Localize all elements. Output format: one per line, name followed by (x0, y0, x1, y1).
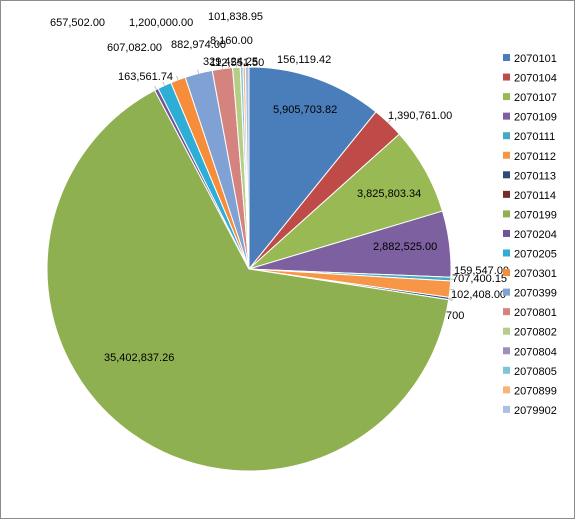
data-label-2070399: 1,200,000.00 (129, 17, 193, 29)
legend-swatch-2070204 (503, 230, 510, 237)
legend-label-2070114: 2070114 (514, 190, 556, 202)
data-label-2070107: 3,825,803.34 (357, 188, 421, 200)
legend-swatch-2070104 (503, 74, 510, 81)
data-label-2070114: 700 (446, 310, 464, 322)
legend-label-2070801: 2070801 (514, 307, 557, 319)
legend-label-2070104: 2070104 (514, 73, 557, 85)
legend-swatch-2070805 (503, 367, 510, 374)
leader-line-2070301 (177, 76, 178, 80)
legend-swatch-2070802 (503, 328, 510, 335)
legend-label-2070204: 2070204 (514, 229, 557, 241)
legend-label-2070802: 2070802 (514, 327, 557, 339)
legend-label-2070205: 2070205 (514, 249, 557, 261)
data-label-2070899: 101,838.95 (208, 11, 263, 23)
legend-label-2079902: 2079902 (514, 405, 557, 417)
legend-swatch-2070399 (503, 289, 510, 296)
legend-swatch-2079902 (503, 406, 510, 413)
leader-line-2070399 (198, 70, 199, 74)
data-label-2070804: 8,160.00 (210, 35, 253, 47)
legend-swatch-2070112 (503, 152, 510, 159)
legend-swatch-2070114 (503, 191, 510, 198)
data-label-2070204: 163,561.74 (118, 71, 173, 83)
data-label-2070301: 657,502.00 (50, 17, 105, 29)
data-label-2070205: 607,082.00 (107, 42, 162, 54)
legend-swatch-2070301 (503, 269, 510, 276)
data-label-2070104: 1,390,761.00 (388, 110, 452, 122)
legend-swatch-2070111 (503, 132, 510, 139)
leader-line-2070204 (155, 86, 157, 90)
data-label-2070113: 102,408.00 (451, 289, 506, 301)
legend-label-2070805: 2070805 (514, 366, 557, 378)
data-label-2079902: 156,119.42 (277, 54, 331, 66)
data-label-2070805: 112,551.50 (210, 57, 264, 69)
legend-swatch-2070107 (503, 93, 510, 100)
data-label-2070101: 5,905,703.82 (273, 104, 337, 116)
legend-swatch-2070199 (503, 210, 510, 217)
legend-label-2070109: 2070109 (514, 112, 557, 124)
data-label-2070109: 2,882,525.00 (373, 241, 437, 253)
legend-swatch-2070109 (503, 113, 510, 120)
legend-swatch-2070205 (503, 250, 510, 257)
legend-swatch-2070801 (503, 308, 510, 315)
data-label-2070112: 707,400.15 (452, 273, 507, 285)
chart-legend: 2070101 2070104 2070107 2070109 2070111 20701… (503, 53, 557, 417)
legend-swatch-2070113 (503, 171, 510, 178)
legend-label-2070101: 2070101 (514, 53, 557, 65)
legend-label-2070112: 2070112 (514, 151, 556, 163)
legend-swatch-2070804 (503, 347, 510, 354)
legend-swatch-2070101 (503, 54, 510, 61)
legend-label-2070399: 2070399 (514, 288, 557, 300)
legend-label-2070804: 2070804 (514, 346, 557, 358)
legend-label-2070107: 2070107 (514, 92, 557, 104)
legend-label-2070111: 2070111 (514, 131, 555, 143)
legend-label-2070199: 2070199 (514, 209, 557, 221)
legend-label-2070899: 2070899 (514, 385, 557, 397)
legend-swatch-2070899 (503, 386, 510, 393)
data-label-2070199: 35,402,837.26 (104, 352, 174, 364)
legend-label-2070113: 2070113 (514, 170, 556, 182)
legend-label-2070301: 2070301 (514, 268, 557, 280)
